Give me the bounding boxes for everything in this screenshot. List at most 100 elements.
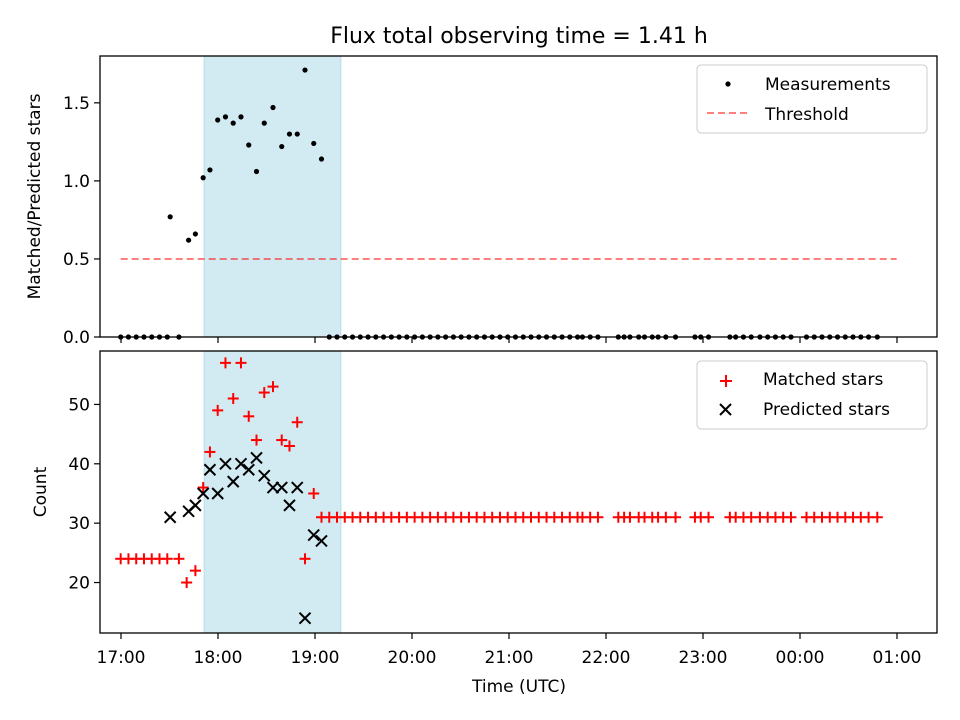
- predicted-stars-point: [242, 463, 255, 476]
- matched-stars-point: [219, 357, 231, 369]
- top-y-axis-label: Matched/Predicted stars: [25, 93, 45, 299]
- matched-stars-point: [161, 553, 173, 565]
- predicted-stars-point: [227, 475, 240, 488]
- matched-stars-point: [181, 577, 193, 589]
- matched-stars-point: [227, 392, 239, 404]
- measurement-point: [230, 120, 236, 126]
- matched-stars-point: [785, 511, 797, 523]
- top-ytick-label: 0.5: [63, 250, 90, 270]
- chart-title: Flux total observing time = 1.41 h: [330, 24, 708, 49]
- matched-stars-point: [243, 410, 255, 422]
- legend-matched-label: Matched stars: [763, 370, 883, 390]
- matched-stars-point: [212, 404, 224, 416]
- observing-window-span-top: [203, 55, 342, 338]
- matched-stars-point: [267, 381, 279, 393]
- top-legend-box: [696, 64, 928, 134]
- bottom-xtick-label: 00:00: [776, 648, 825, 668]
- matched-stars-point: [251, 434, 262, 446]
- bottom-xtick-label: 23:00: [679, 648, 728, 668]
- top-legend: Measurements Threshold: [696, 64, 928, 134]
- measurement-point: [311, 140, 317, 147]
- measurement-point: [200, 175, 206, 181]
- x-axis-label: Time (UTC): [471, 677, 566, 697]
- predicted-stars-point: [275, 481, 288, 494]
- measurement-point: [279, 143, 285, 150]
- bottom-ytick-label: 50: [68, 395, 90, 415]
- bottom-x-axis: 17:00 18:00 19:00 20:00 21:00 22:00 23:00 00:00…: [97, 633, 922, 668]
- top-ytick-label: 0.0: [63, 328, 90, 348]
- top-y-axis: 0.0 0.5 1.0 1.5: [63, 94, 100, 348]
- matched-stars-point: [283, 440, 295, 452]
- predicted-stars-point: [315, 534, 328, 548]
- predicted-stars-point: [163, 511, 177, 524]
- measurement-point: [294, 131, 300, 137]
- predicted-stars-point: [250, 451, 263, 465]
- matched-stars-point: [299, 553, 311, 565]
- predicted-stars-point: [189, 499, 202, 512]
- measurement-point: [318, 156, 325, 162]
- predicted-stars-point: [203, 463, 217, 476]
- matched-stars-point: [189, 565, 201, 577]
- legend-threshold-label: Threshold: [764, 105, 849, 125]
- shaded-span: [203, 350, 342, 634]
- bottom-legend-box: [696, 360, 928, 430]
- bottom-y-axis: 20 30 40 50: [68, 395, 100, 594]
- predicted-stars-point: [291, 481, 304, 494]
- bottom-panel: 20 30 40 50 17:00 18:00 19:00 20:00 21:00 22:00 2…: [31, 350, 938, 697]
- matched-stars-point: [703, 511, 715, 523]
- bottom-xtick-label: 21:00: [485, 648, 534, 668]
- measurement-point: [167, 214, 173, 220]
- measurement-point: [261, 120, 267, 126]
- bottom-y-axis-label: Count: [31, 466, 51, 517]
- bottom-xtick-label: 19:00: [291, 648, 340, 668]
- top-panel: 0.0 0.5 1.0 1.5 Matched/Predicted stars Mea…: [25, 55, 938, 348]
- matched-stars-series: [115, 357, 883, 589]
- measurement-point: [215, 117, 221, 123]
- matched-stars-point: [204, 446, 216, 458]
- bottom-ytick-label: 30: [68, 514, 90, 534]
- measurement-point: [253, 168, 260, 175]
- matched-stars-point: [670, 511, 682, 523]
- legend-predicted-label: Predicted stars: [763, 400, 890, 420]
- measurement-point: [192, 231, 198, 237]
- measurement-point: [222, 114, 229, 120]
- matched-stars-point: [197, 482, 209, 494]
- predicted-stars-point: [234, 457, 248, 471]
- predicted-stars-point: [258, 469, 271, 482]
- top-axes-frame: [99, 55, 938, 338]
- predicted-stars-series: [163, 451, 328, 625]
- bottom-xtick-label: 22:00: [582, 648, 631, 668]
- measurement-point: [186, 237, 192, 243]
- measurements-legend-marker: [725, 81, 731, 87]
- matched-stars-point: [308, 487, 320, 499]
- predicted-stars-point: [298, 611, 312, 625]
- predicted-stars-point: [219, 457, 232, 471]
- matched-stars-point: [235, 357, 247, 369]
- measurement-point: [207, 167, 213, 173]
- predicted-stars-legend-marker: [719, 403, 732, 416]
- predicted-stars-point: [196, 487, 210, 500]
- bottom-ytick-label: 20: [68, 574, 90, 594]
- bottom-xtick-label: 18:00: [194, 648, 243, 668]
- predicted-stars-point: [307, 528, 320, 542]
- measurement-point: [302, 67, 308, 73]
- matched-stars-point: [173, 553, 185, 565]
- bottom-legend: Matched stars Predicted stars: [696, 360, 928, 430]
- top-ytick-label: 1.0: [63, 172, 90, 192]
- measurement-point: [246, 142, 252, 148]
- shaded-span: [203, 55, 342, 338]
- top-x-axis-ticks: [120, 337, 898, 343]
- matched-stars-point: [660, 511, 672, 523]
- bottom-xtick-label: 01:00: [873, 648, 922, 668]
- observing-window-span-bottom: [203, 350, 342, 634]
- bottom-xtick-label: 20:00: [388, 648, 437, 668]
- matched-stars-point: [276, 434, 288, 446]
- matched-stars-point: [871, 511, 883, 523]
- predicted-stars-point: [211, 487, 224, 500]
- bottom-ytick-label: 40: [68, 455, 90, 475]
- top-ytick-label: 1.5: [63, 94, 90, 114]
- bottom-xtick-label: 17:00: [97, 648, 146, 668]
- measurement-point: [270, 104, 276, 111]
- predicted-stars-point: [283, 499, 296, 512]
